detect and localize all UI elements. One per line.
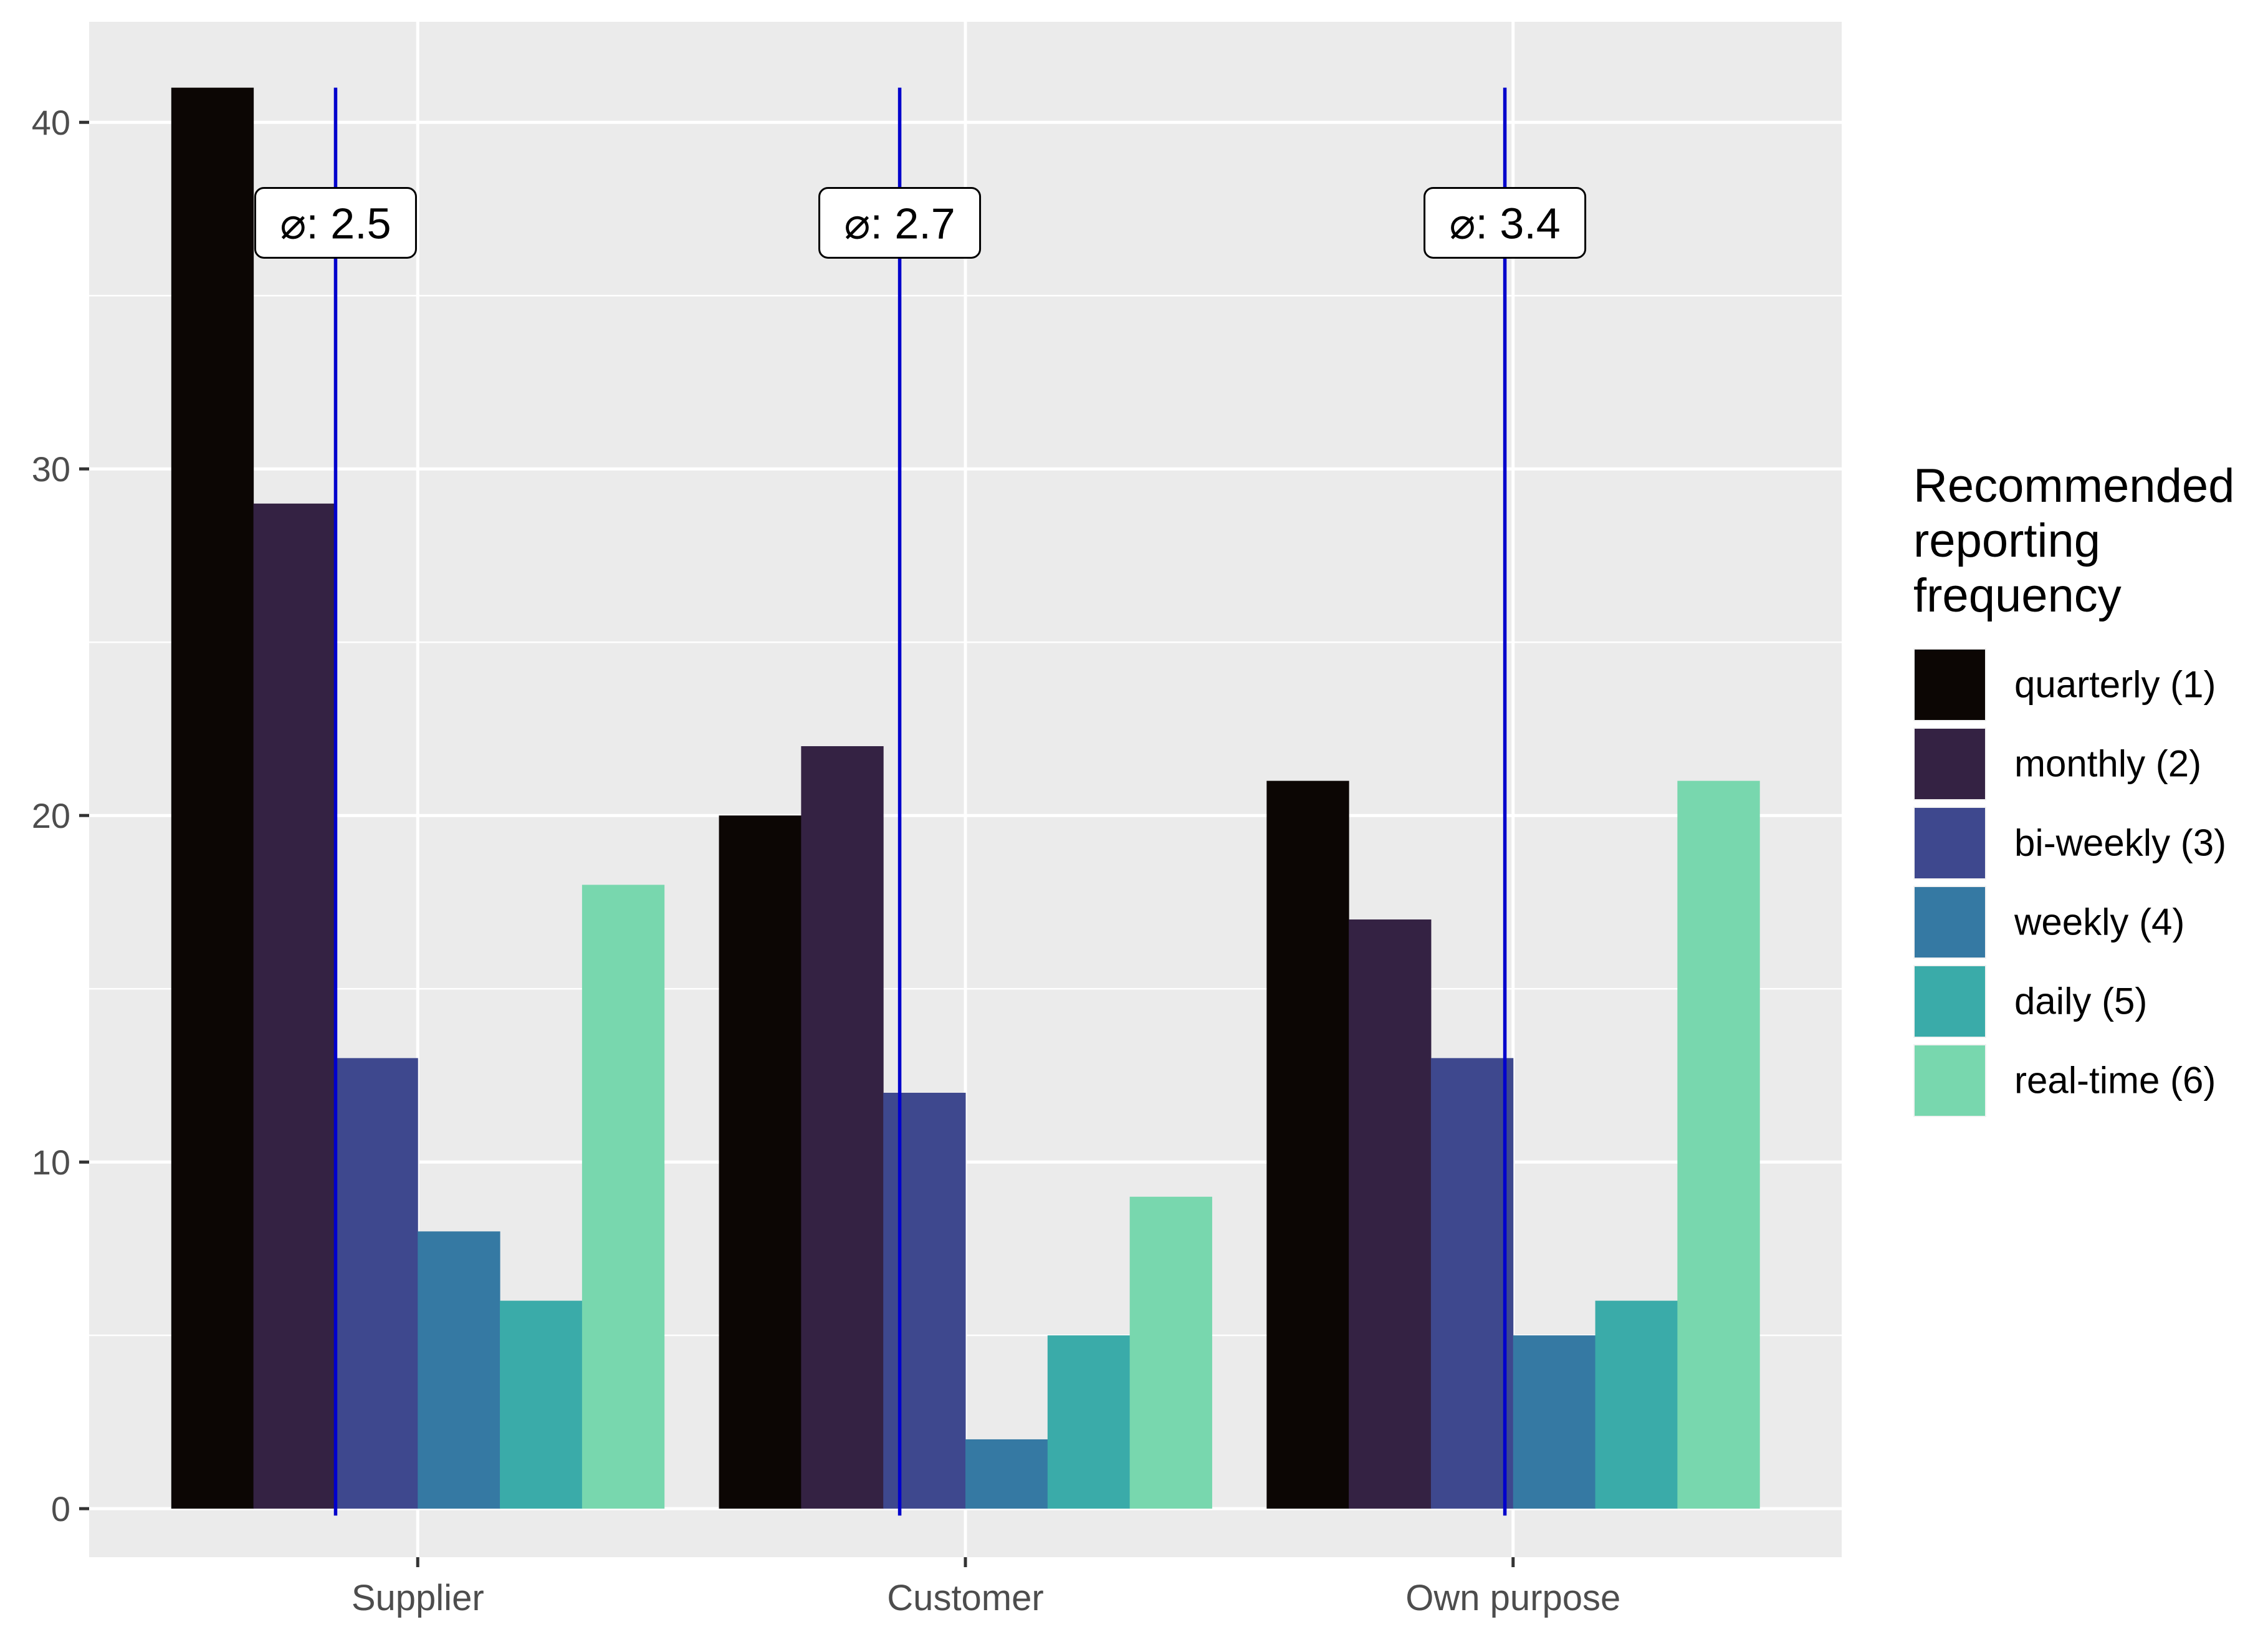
y-tick-label: 20 [32,796,70,835]
legend-key-swatch [1915,808,1985,878]
x-tick-label: Supplier [352,1578,484,1618]
y-axis: 0 10 20 30 40 [32,103,89,1529]
bar-supplier-bi-weekly [335,1058,418,1509]
bar-supplier-quarterly [171,87,254,1509]
bar-customer-bi-weekly [883,1092,966,1509]
x-tick-label: Own purpose [1405,1578,1620,1618]
legend-key-swatch [1915,966,1985,1037]
legend-entry: monthly (2) [2014,743,2201,785]
bar-supplier-monthly [253,503,336,1509]
x-tick-label: Customer [887,1578,1043,1618]
bar-own-purpose-monthly [1349,919,1432,1509]
legend-entry: quarterly (1) [2014,664,2216,706]
bar-own-purpose-weekly [1513,1335,1596,1509]
legend-key-swatch [1915,729,1985,799]
legend-entry: weekly (4) [2014,901,2184,943]
y-tick-label: 0 [51,1489,70,1529]
bar-customer-quarterly [719,815,801,1509]
y-tick-label: 30 [32,449,70,489]
bar-own-purpose-daily [1595,1300,1678,1509]
bar-own-purpose-real-time [1677,780,1760,1509]
x-axis: Supplier Customer Own purpose [352,1557,1620,1618]
bar-customer-monthly [801,746,884,1509]
bar-supplier-daily [500,1300,583,1509]
bar-series [171,87,1760,1509]
bar-own-purpose-quarterly [1266,780,1349,1509]
legend-key-swatch [1915,887,1985,957]
mean-label-box [1423,186,1587,259]
bar-customer-daily [1047,1335,1131,1509]
mean-label: ⌀: 3.4 [1449,199,1560,247]
y-tick-label: 10 [32,1143,70,1182]
bar-supplier-real-time [581,885,665,1509]
legend-key-swatch [1915,1045,1985,1116]
bar-supplier-weekly [418,1231,500,1509]
legend-title: reporting [1913,514,2100,567]
legend-key-swatch [1915,650,1985,720]
bar-customer-weekly [965,1439,1048,1509]
mean-label: ⌀: 2.5 [280,199,391,247]
mean-label-box [254,186,417,259]
mean-lines: ⌀: 2.5 ⌀: 2.7 ⌀: 3.4 [254,87,1587,1516]
y-tick-label: 40 [32,103,70,142]
legend-entry: real-time (6) [2014,1060,2216,1101]
legend-title: Recommended [1913,459,2234,512]
legend-title: frequency [1913,569,2122,622]
legend-entry: daily (5) [2014,981,2147,1022]
bar-own-purpose-bi-weekly [1430,1058,1514,1509]
mean-label-box [818,186,982,259]
mean-label: ⌀: 2.7 [844,199,955,247]
bar-customer-real-time [1129,1196,1212,1509]
legend-entry: bi-weekly (3) [2014,822,2226,864]
